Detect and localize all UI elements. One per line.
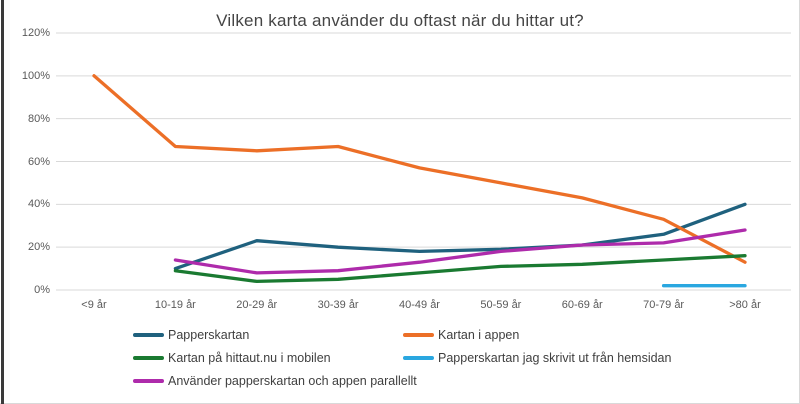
series-line-papperskartan (173, 202, 747, 271)
y-axis-tick-label: 20% (27, 241, 50, 254)
x-axis-tick-label: 10-19 år (154, 299, 196, 311)
legend-label: Kartan i appen (438, 328, 520, 342)
left-border-line (1, 0, 4, 404)
legend-label: Papperskartan jag skrivit ut från hemsid… (438, 351, 672, 365)
y-axis-tick-label: 100% (21, 69, 50, 82)
y-axis-tick-label: 80% (27, 112, 50, 125)
series-line-kartan-p-hittaut-nu-i-mobilen (173, 254, 747, 284)
series-line-kartan-i-appen (92, 74, 747, 264)
y-axis-tick-label: 40% (27, 198, 50, 211)
legend-label: Kartan på hittaut.nu i mobilen (168, 351, 331, 365)
legend-label: Papperskartan (168, 328, 250, 342)
chart-title: Vilken karta använder du oftast när du h… (216, 11, 584, 30)
x-axis-tick-label: 60-69 år (561, 299, 603, 311)
legend-item-papperskartan-jag-skrivit-ut-fr-n-hemsidan: Papperskartan jag skrivit ut från hemsid… (403, 350, 671, 366)
x-axis-tick-label: 70-79 år (643, 299, 685, 311)
legend-item-kartan-i-appen: Kartan i appen (403, 327, 519, 343)
legend-label: Använder papperskartan och appen paralle… (168, 374, 417, 388)
legend-item-kartan-p-hittaut-nu-i-mobilen: Kartan på hittaut.nu i mobilen (133, 350, 331, 366)
legend-swatch (403, 333, 434, 337)
series-line-anv-nder-papperskartan-och-appen-parallellt (173, 228, 747, 275)
y-axis-tick-label: 0% (34, 284, 50, 296)
x-axis-tick-label: >80 år (729, 299, 761, 311)
legend-swatch (133, 356, 164, 360)
x-axis-tick-label: 50-59 år (480, 299, 522, 311)
x-axis-tick-label: 20-29 år (236, 299, 278, 311)
y-axis-tick-label: 60% (27, 155, 50, 168)
legend-swatch (133, 379, 164, 383)
y-axis-tick-label: 120% (21, 27, 50, 39)
x-axis-tick-label: <9 år (81, 299, 107, 311)
x-axis-tick-label: 40-49 år (399, 299, 440, 311)
x-axis-tick-label: 30-39 år (317, 299, 359, 311)
legend-swatch (133, 333, 164, 337)
legend-item-papperskartan: Papperskartan (133, 327, 249, 343)
legend-item-anv-nder-papperskartan-och-appen-parallellt: Använder papperskartan och appen paralle… (133, 373, 417, 389)
legend-swatch (403, 356, 434, 360)
